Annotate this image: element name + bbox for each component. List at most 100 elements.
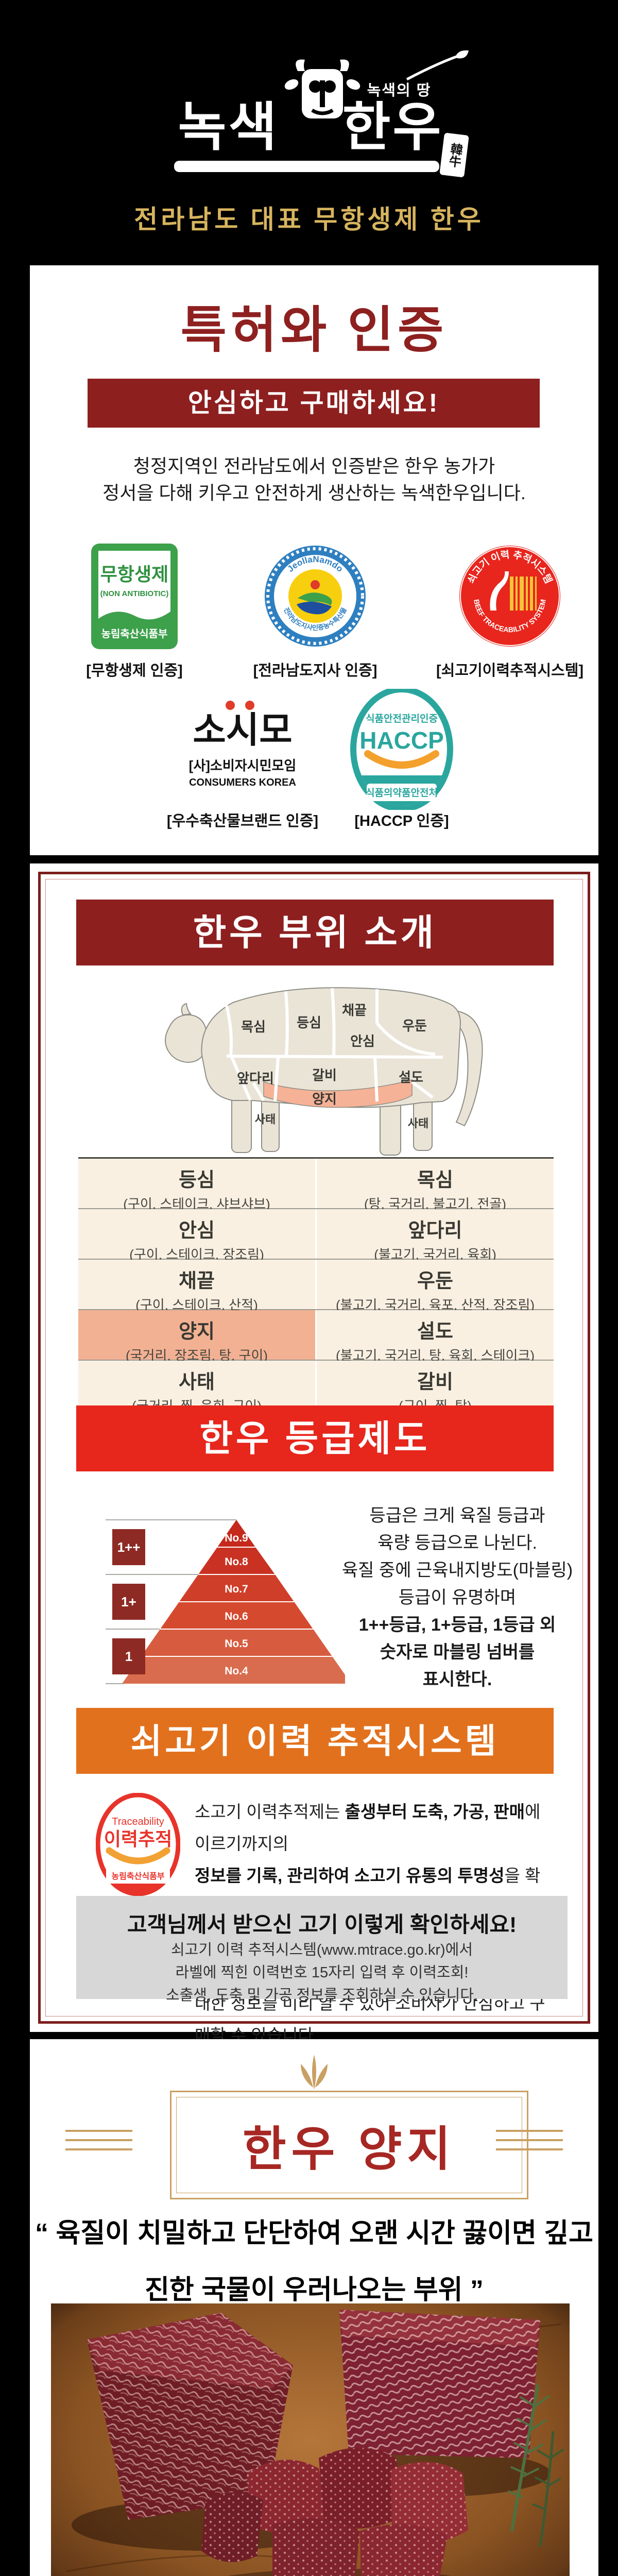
cuts-header: 한우 부위 소개 (76, 900, 554, 965)
badge-haccp: 식품안전관리인증 HACCP 식품의약품안전처 (350, 689, 453, 810)
product-title-frame: 한우 양지 (170, 2091, 528, 2199)
badge-non-antibiotic: 무항생제 (NON ANTIBIOTIC) 농림축산식품부 (91, 544, 178, 649)
svg-text:우둔: 우둔 (402, 1018, 427, 1033)
svg-text:소시모: 소시모 (193, 710, 292, 750)
table-row: 안심 (구이, 스테이크, 장조림) 앞다리 (불고기, 국거리, 육회) (78, 1209, 554, 1262)
svg-text:(NON ANTIBIOTIC): (NON ANTIBIOTIC) (100, 589, 169, 598)
cell-gap (315, 1361, 317, 1410)
cut-cell: 채끝 (구이, 스테이크, 산적) (78, 1260, 315, 1313)
grade-description: 등급은 크게 육질 등급과 육량 등급으로 나뉜다. 육질 중에 근육내지방도(… (341, 1506, 573, 1689)
cell-gap (315, 1260, 317, 1309)
svg-text:농림축산식품부: 농림축산식품부 (101, 628, 168, 640)
svg-text:No.7: No.7 (225, 1583, 248, 1595)
svg-text:앞다리: 앞다리 (237, 1071, 274, 1086)
svg-text:식품안전관리인증: 식품안전관리인증 (366, 713, 438, 724)
table-row: 사태 (국거리, 찜, 육회, 구이) 갈비 (구이, 찜, 탕) (78, 1361, 554, 1414)
badge-jeollanamdo-seal: JeollaNamdo 전라남도지사인증농수특산물 (265, 546, 366, 647)
badge-label: [HACCP 인증] (354, 813, 449, 829)
svg-text:No.6: No.6 (225, 1611, 248, 1622)
svg-text:갈비: 갈비 (312, 1067, 337, 1083)
product-title-frame-inner: 한우 양지 (176, 2097, 522, 2193)
brand-small-text: 녹색의 땅 (367, 82, 432, 99)
svg-text:[사]소비자시민모임: [사]소비자시민모임 (189, 758, 297, 773)
trace-check-title: 고객님께서 받으신 고기 이렇게 확인하세요! (127, 1912, 517, 1937)
brand-tagline: 전라남도 대표 무항생제 한우 (134, 205, 484, 234)
product-section: 한우 양지 “ 육질이 치밀하고 단단하여 오랜 시간 끓이면 깊고 진한 국물… (30, 2039, 598, 2576)
cut-cell: 목심 (탕, 국거리, 불고기, 전골) (317, 1159, 554, 1212)
certs-desc-line1: 청정지역인 전라남도에서 인증받은 한우 농가가 (133, 455, 495, 477)
brand-logo: 녹색의 땅 녹색 한우 韓牛 전라남도 대표 무항생제 한우 (0, 0, 618, 265)
trace-header: 쇠고기 이력 추적시스템 (76, 1708, 554, 1774)
leaf-swash-icon (406, 50, 469, 81)
beef-product-photo (51, 2303, 570, 2576)
cell-gap (315, 1310, 317, 1360)
cut-cell: 우둔 (불고기, 국거리, 육포, 산적, 장조림) (317, 1260, 554, 1313)
info-section: 한우 부위 소개 (30, 863, 598, 2045)
svg-text:채끝: 채끝 (342, 1003, 367, 1018)
svg-text:등심: 등심 (297, 1015, 321, 1030)
cut-cell: 등심 (구이, 스테이크, 샤브샤브) (78, 1159, 315, 1212)
badge-label: [무항생제 인증] (86, 663, 183, 679)
svg-text:CONSUMERS KOREA: CONSUMERS KOREA (189, 777, 296, 788)
certs-section: 특허와 인증 안심하고 구매하세요! 청정지역인 전라남도에서 인증받은 한우 … (30, 265, 598, 855)
product-quote: “ 육질이 치밀하고 단단하여 오랜 시간 끓이면 깊고 진한 국물이 우러나오… (35, 2218, 593, 2305)
grade-pyramid: No.9 No.8 No.7 No.6 No.5 No.4 1++ 1+ 1 (106, 1519, 345, 1684)
svg-text:1: 1 (125, 1649, 132, 1664)
cell-gap (315, 1209, 317, 1259)
table-row: 양지 (국거리, 장조림, 탕, 구이) 설도 (불고기, 국거리, 탕, 육회… (78, 1310, 554, 1363)
traceability-badge: Traceability 이력추적 농림축산식품부 (96, 1793, 180, 1896)
badge-label: [전라남도지사 인증] (253, 663, 377, 679)
svg-text:양지: 양지 (312, 1091, 337, 1107)
cut-cell-brisket-highlight: 양지 (국거리, 장조림, 탕, 구이) (78, 1310, 315, 1363)
svg-text:No.8: No.8 (225, 1556, 248, 1568)
svg-text:목심: 목심 (241, 1019, 266, 1035)
svg-text:HACCP: HACCP (359, 727, 444, 754)
svg-text:No.9: No.9 (225, 1532, 248, 1544)
product-title: 한우 양지 (242, 2123, 456, 2176)
svg-text:Traceability: Traceability (112, 1816, 164, 1827)
cell-gap (315, 1159, 317, 1208)
cut-cell: 갈비 (구이, 찜, 탕) (317, 1361, 554, 1414)
svg-text:No.4: No.4 (225, 1665, 248, 1677)
brand-underline (174, 161, 439, 172)
cow-cuts-diagram: 목심 등심 채끝 안심 우둔 앞다리 갈비 설도 양지 사태 사태 (165, 987, 483, 1156)
trace-line: 소고기 이력추적제는 출생부터 도축, 가공, 판매에 이르기까지의 (195, 1802, 541, 1853)
badge-consumers-korea: 소시모 [사]소비자시민모임 CONSUMERS KOREA (189, 701, 297, 788)
certs-description: 청정지역인 전라남도에서 인증받은 한우 농가가 정서을 다해 키우고 안전하게… (30, 453, 598, 506)
leaf-ornament-icon (301, 2055, 328, 2090)
table-row: 등심 (구이, 스테이크, 샤브샤브) 목심 (탕, 국거리, 불고기, 전골) (78, 1159, 554, 1212)
svg-text:이력추적: 이력추적 (104, 1828, 172, 1850)
certs-banner: 안심하고 구매하세요! (88, 379, 540, 428)
svg-text:농림축산식품부: 농림축산식품부 (111, 1871, 164, 1881)
svg-text:무항생제: 무항생제 (100, 564, 168, 585)
table-row: 채끝 (구이, 스테이크, 산적) 우둔 (불고기, 국거리, 육포, 산적, … (78, 1260, 554, 1313)
frame-side-lines-right (496, 2130, 563, 2158)
svg-text:1+: 1+ (121, 1594, 136, 1609)
svg-text:사태: 사태 (255, 1113, 276, 1126)
grades-header: 한우 등급제도 (76, 1405, 554, 1471)
brand-left-text: 녹색 (178, 98, 279, 157)
badge-label: [쇠고기이력추적시스템] (436, 663, 584, 679)
svg-text:안심: 안심 (350, 1033, 375, 1049)
brand-right-text: 한우 (342, 98, 443, 157)
cow-head-icon (284, 59, 360, 118)
brand-stamp: 韓牛 (439, 132, 469, 178)
frame-side-lines-left (65, 2130, 132, 2158)
badge-beef-traceability-seal: 쇠고기 이력 추적시스템 BEEF TRACEABILITY SYSTEM (459, 546, 560, 647)
cuts-table: 등심 (구이, 스테이크, 샤브샤브) 목심 (탕, 국거리, 불고기, 전골)… (78, 1157, 554, 1414)
brisket-highlight-region (263, 1079, 413, 1108)
cut-cell: 설도 (불고기, 국거리, 탕, 육회, 스테이크) (317, 1310, 554, 1363)
svg-text:1++: 1++ (117, 1539, 141, 1555)
cut-cell: 앞다리 (불고기, 국거리, 육회) (317, 1209, 554, 1262)
cut-cell: 안심 (구이, 스테이크, 장조림) (78, 1209, 315, 1262)
certs-desc-line2: 정서을 다해 키우고 안전하게 생산하는 녹색한우입니다. (102, 482, 526, 503)
svg-text:설도: 설도 (399, 1070, 423, 1085)
svg-text:No.5: No.5 (225, 1638, 248, 1650)
svg-text:사태: 사태 (408, 1117, 428, 1130)
badge-label: [우수축산물브랜드 인증] (166, 813, 319, 829)
cut-cell: 사태 (국거리, 찜, 육회, 구이) (78, 1361, 315, 1414)
trace-check-box: 고객님께서 받으신 고기 이렇게 확인하세요! 쇠고기 이력 추적시스템(www… (76, 1896, 568, 2004)
svg-text:식품의약품안전처: 식품의약품안전처 (366, 787, 438, 799)
certs-title: 특허와 인증 (180, 303, 448, 358)
